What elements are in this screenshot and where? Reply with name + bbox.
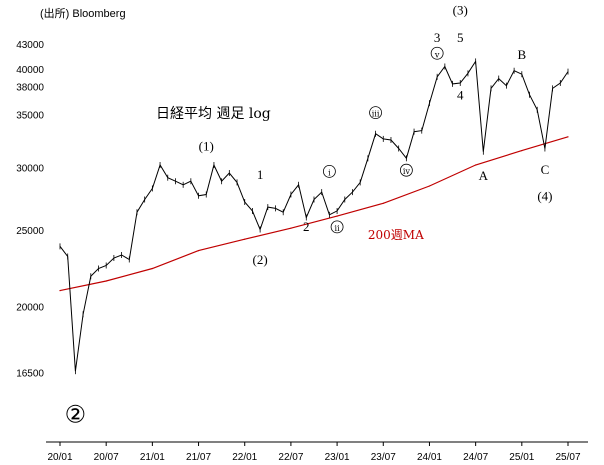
y-tick-label: 16500 <box>16 368 44 379</box>
wave-label: 4 <box>457 87 464 102</box>
ma-200-series <box>59 136 569 292</box>
wave-label: A <box>479 168 489 183</box>
wave-label: ⅰ <box>328 168 331 177</box>
ma-200-point <box>105 280 107 282</box>
wave-circle <box>330 220 344 234</box>
x-tick-label: 23/07 <box>371 452 396 463</box>
x-tick-label: 21/07 <box>186 452 211 463</box>
wave-circle <box>399 163 413 177</box>
wave-circle <box>430 46 444 60</box>
x-tick-label: 24/01 <box>417 452 442 463</box>
wave-label: 3 <box>434 30 441 45</box>
wave-label: (2) <box>253 252 268 267</box>
ma-200-point <box>382 202 384 204</box>
y-tick-label: 20000 <box>16 302 44 313</box>
y-tick-label: 38000 <box>16 82 44 93</box>
x-tick-label: 20/07 <box>94 452 119 463</box>
wave-label: ② <box>65 402 87 428</box>
price-series <box>59 58 569 375</box>
ma-200-point <box>197 250 200 252</box>
ma-200-point <box>521 150 523 152</box>
ma-200-label: 200週MA <box>368 228 424 242</box>
x-tick-label: 25/07 <box>555 452 580 463</box>
wave-circle <box>369 106 382 120</box>
ma-200-point <box>59 290 61 292</box>
wave-label: ⅳ <box>403 167 411 176</box>
wave-label: (3) <box>453 3 468 18</box>
y-tick-label: 35000 <box>16 111 44 122</box>
x-tick-label: 21/01 <box>140 452 165 463</box>
price-line <box>59 59 569 372</box>
ma-200-point <box>475 164 477 166</box>
wave-label: B <box>517 47 526 62</box>
y-tick-label: 25000 <box>16 226 44 237</box>
ma-200-point <box>244 238 246 240</box>
source-label: (出所) Bloomberg <box>40 6 126 20</box>
y-tick-label: 40000 <box>16 65 44 76</box>
wave-label: C <box>541 162 550 177</box>
x-tick-label: 23/01 <box>325 452 350 463</box>
wave-label: 1 <box>257 167 264 182</box>
wave-label: (4) <box>537 189 552 204</box>
wave-label: ⅴ <box>434 50 440 59</box>
ma-200-point <box>336 215 338 217</box>
wave-annotations: (1) 1 (2) 2 ⅰ ⅱ ⅲ ⅳ ⅴ 3 (3) 5 4 A B C (4) ② <box>65 3 553 429</box>
wave-label: 5 <box>457 30 464 45</box>
ma-200-point <box>567 136 569 138</box>
wave-circle <box>322 164 336 178</box>
wave-label: ⅲ <box>372 110 380 119</box>
x-tick-label: 22/07 <box>278 452 303 463</box>
ma-200-point <box>428 185 431 187</box>
y-tick-label: 43000 <box>16 40 44 51</box>
x-tick-label: 25/01 <box>509 452 534 463</box>
x-tick-label: 22/01 <box>232 452 257 463</box>
ma-200-point <box>151 267 153 270</box>
y-tick-label: 30000 <box>16 163 44 174</box>
x-tick-label: 24/07 <box>463 452 488 463</box>
ma-200-line <box>59 136 569 292</box>
chart-title: 日経平均 週足 log <box>156 106 271 122</box>
x-tick-label: 20/01 <box>47 452 72 463</box>
chart-axes: 43000 40000 38000 35000 30000 25000 20000 16500… <box>16 40 588 463</box>
wave-label: ⅱ <box>335 224 340 233</box>
wave-label: 2 <box>303 219 310 234</box>
ma-200-point <box>290 227 292 229</box>
wave-label: (1) <box>199 139 214 154</box>
